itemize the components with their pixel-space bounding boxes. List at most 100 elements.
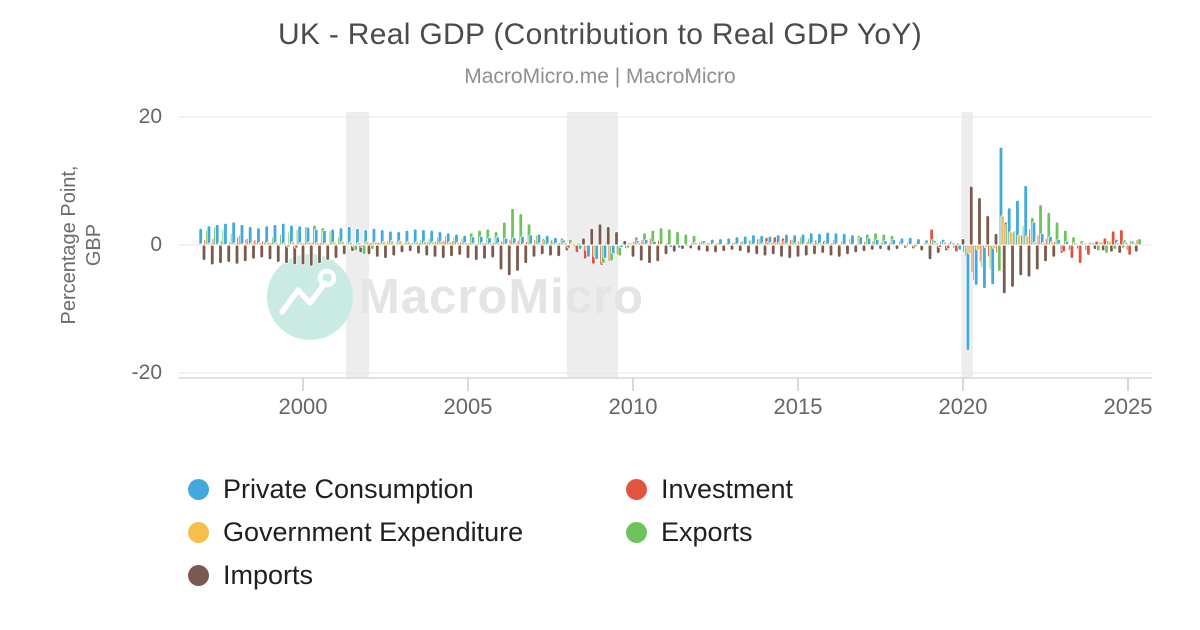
chart-bar <box>490 244 495 259</box>
chart-bar <box>399 244 405 254</box>
chart-bar <box>861 244 867 252</box>
chart-bar <box>578 244 583 250</box>
chart-bar <box>206 225 212 246</box>
chart-bar <box>1096 244 1101 252</box>
chart-bar <box>602 244 608 259</box>
chart-bar <box>680 244 685 250</box>
chart-bar <box>886 244 891 252</box>
chart-bar <box>441 244 446 259</box>
chart-bar <box>1077 244 1083 264</box>
chart-bar <box>214 224 220 246</box>
chart-bar <box>597 223 603 246</box>
chart-bar <box>515 244 520 272</box>
chart-bar <box>498 244 504 271</box>
exports-dot-icon <box>626 522 647 543</box>
chart-bar <box>934 242 939 246</box>
chart-bar <box>465 244 471 259</box>
chart-bar <box>1023 185 1028 246</box>
chart-bar <box>853 244 858 254</box>
chart-bar <box>622 240 627 246</box>
chart-bar <box>1043 244 1048 263</box>
chart-bar <box>272 224 278 246</box>
chart-bar <box>361 244 367 256</box>
chart-bar <box>239 224 245 246</box>
chart-bar <box>1035 244 1040 271</box>
chart-bar <box>743 235 748 246</box>
legend-column-1: Private Consumption Government Expenditu… <box>188 468 523 597</box>
chart-bar <box>325 244 330 261</box>
chart-bar <box>247 226 253 246</box>
chart-bar <box>294 244 299 249</box>
chart-bar <box>523 244 528 264</box>
chart-bar <box>594 244 599 261</box>
chart-bar <box>309 244 314 267</box>
chart-bar <box>198 227 203 246</box>
chart-bar <box>875 238 880 246</box>
chart-bar <box>226 244 231 263</box>
government-expenditure-dot-icon <box>188 522 209 543</box>
chart-bar <box>342 244 347 256</box>
chart-bar <box>1010 244 1015 288</box>
chart-bar <box>993 233 999 246</box>
chart-bar <box>408 244 413 252</box>
chart-bar <box>787 244 792 259</box>
chart-title: UK - Real GDP (Contribution to Real GDP … <box>277 18 923 51</box>
chart-bar <box>850 234 855 246</box>
chart-bar <box>866 237 872 246</box>
chart-bar <box>424 244 429 257</box>
chart-bar <box>683 233 688 246</box>
chart-bar <box>870 244 875 251</box>
chart-bar <box>381 240 387 246</box>
chart-bar <box>251 244 256 260</box>
chart-bar <box>210 244 215 266</box>
chart-bar <box>338 227 344 246</box>
chart-bar <box>383 244 388 259</box>
chart-bar <box>1120 244 1126 249</box>
chart-bar <box>356 242 362 246</box>
chart-bar <box>346 226 352 246</box>
chart-bar <box>845 244 850 256</box>
legend-item-government-expenditure[interactable]: Government Expenditure <box>188 511 523 554</box>
chart-bar <box>389 240 395 246</box>
chart-bar <box>997 244 1002 272</box>
chart-bar <box>977 197 982 246</box>
chart-bar <box>457 244 462 256</box>
chart-bar <box>370 244 375 250</box>
chart-bar <box>548 244 553 257</box>
chart-bar <box>974 244 979 286</box>
chart-bar <box>611 244 616 255</box>
chart-bar <box>507 244 512 277</box>
chart-bar <box>333 244 339 259</box>
chart-bar <box>630 244 636 258</box>
chart-bar <box>218 244 223 264</box>
chart-bar <box>713 244 718 254</box>
legend-item-investment[interactable]: Investment <box>626 468 793 511</box>
chart-bar <box>1112 244 1117 250</box>
chart-bar <box>726 237 731 246</box>
chart-bar <box>878 244 883 250</box>
chart-bar <box>825 231 830 246</box>
chart-bar <box>729 244 735 251</box>
chart-bar <box>606 226 611 246</box>
legend-label: Government Expenditure <box>223 517 524 547</box>
chart-bar <box>927 244 933 261</box>
chart-bar <box>432 244 438 258</box>
legend-item-private-consumption[interactable]: Private Consumption <box>188 468 523 511</box>
legend-item-imports[interactable]: Imports <box>188 554 523 597</box>
chart-bar <box>1002 244 1007 295</box>
chart-bar <box>771 244 776 256</box>
chart-bar <box>658 227 664 246</box>
chart-bar <box>779 244 784 258</box>
chart-bar <box>474 244 479 261</box>
chart-bar <box>589 227 594 246</box>
chart-bar <box>1018 244 1023 277</box>
chart-bar <box>655 244 660 263</box>
chart-bar <box>1051 244 1056 258</box>
chart-bar <box>353 244 358 252</box>
chart-bar <box>429 229 434 246</box>
legend-item-exports[interactable]: Exports <box>626 511 793 554</box>
chart-bar <box>1082 242 1088 246</box>
chart-bar <box>449 244 454 257</box>
chart-bar <box>696 244 702 252</box>
